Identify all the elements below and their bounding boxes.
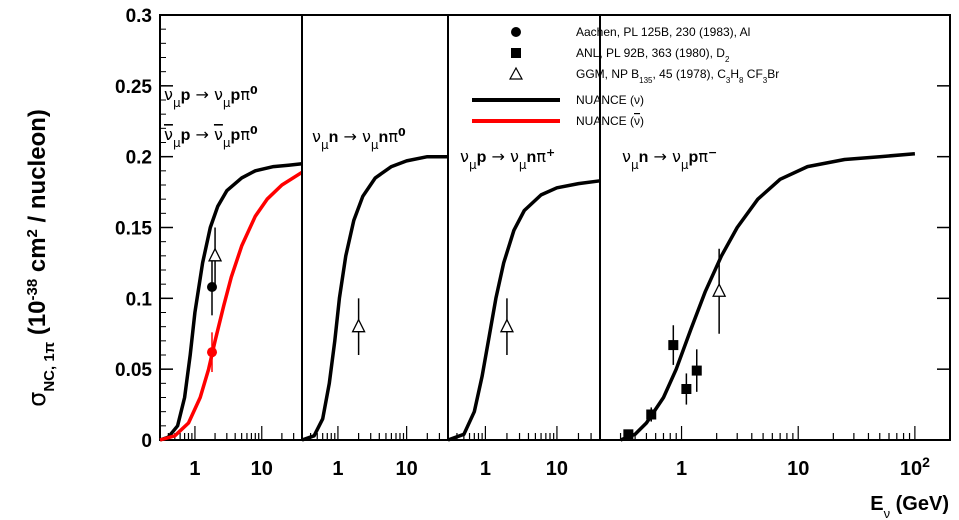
marker-square <box>623 429 634 440</box>
legend-entry: GGM, NP B135, 45 (1978), C3H8 CF3Br <box>508 66 779 85</box>
data-point-aachen <box>207 258 218 316</box>
x-tick-label: 1 <box>332 458 343 480</box>
x-tick-label: 1 <box>189 458 200 480</box>
x-tick-label: 102 <box>900 454 930 480</box>
y-tick-label: 0.15 <box>115 219 152 240</box>
legend-label: NUANCE (ν) <box>576 114 644 128</box>
reaction-label: νμp → νμpπ0 <box>164 124 258 151</box>
marker-circle <box>207 347 218 358</box>
panel-frame <box>301 14 449 441</box>
panel-1: 1 10 <box>159 14 303 480</box>
marker-open-triangle <box>499 318 514 333</box>
curve-nuance-nu <box>619 152 916 442</box>
legend-entry: NUANCE (ν) <box>472 114 644 128</box>
reaction-label: νμp → νμnπ+ <box>460 146 555 173</box>
legend-label: GGM, NP B135, 45 (1978), C3H8 CF3Br <box>576 67 779 85</box>
curve-nuance-nu <box>159 162 303 442</box>
data-point-aachen <box>207 332 218 372</box>
curve-nuance-antinu <box>159 170 303 442</box>
panel-2: 1 10 <box>301 14 449 480</box>
legend: Aachen, PL 125B, 230 (1983), Al ANL, PL 9… <box>472 25 779 128</box>
marker-open-triangle <box>208 247 223 262</box>
y-axis-title: σNC, 1π (10-38 cm2 / nucleon) <box>23 109 58 407</box>
y-tick-label: 0.05 <box>115 360 152 381</box>
data-point-anl <box>691 349 702 392</box>
curve-nuance-nu <box>447 179 601 442</box>
panel-3: 1 10 <box>447 14 601 480</box>
panel-frame <box>159 14 303 441</box>
legend-label: ANL, PL 92B, 363 (1980), D2 <box>576 46 730 64</box>
data-point-anl <box>668 325 679 365</box>
legend-entry: Aachen, PL 125B, 230 (1983), Al <box>511 25 750 39</box>
curve-nuance-nu <box>301 154 448 442</box>
x-tick-label: 10 <box>787 458 809 480</box>
data-point-ggm <box>499 298 514 355</box>
y-tick-label: 0.2 <box>126 148 152 169</box>
data-point-ggm <box>351 298 366 355</box>
legend-marker-square <box>511 48 521 58</box>
marker-square <box>646 409 657 420</box>
x-tick-label: 1 <box>480 458 491 480</box>
marker-square <box>691 365 702 376</box>
y-tick-label: 0.3 <box>126 6 152 27</box>
legend-marker-circle <box>511 27 521 37</box>
x-tick-label: 10 <box>396 458 418 480</box>
y-tick-label: 0 <box>141 431 152 452</box>
legend-label: NUANCE (ν) <box>576 93 644 107</box>
reaction-label: νμn → νμnπ0 <box>312 126 406 153</box>
data-point-anl <box>681 373 692 405</box>
x-tick-label: 10 <box>546 458 568 480</box>
x-tick-label: 10 <box>251 458 273 480</box>
legend-entry: NUANCE (ν) <box>472 93 644 107</box>
panel-4: 1 10 102 <box>599 14 951 480</box>
data-point-anl <box>646 407 657 422</box>
data-point-anl <box>623 429 634 440</box>
marker-square <box>668 340 679 351</box>
reaction-label: νμp → νμpπ0 <box>164 84 258 111</box>
marker-circle <box>207 282 218 292</box>
reaction-label: νμn → νμpπ− <box>622 146 717 173</box>
y-tick-label: 0.1 <box>126 289 153 310</box>
y-tick-label: 0.25 <box>115 77 152 98</box>
marker-square <box>681 384 692 394</box>
marker-open-triangle <box>712 282 727 297</box>
marker-open-triangle <box>351 318 366 333</box>
legend-entry: ANL, PL 92B, 363 (1980), D2 <box>511 46 730 64</box>
x-tick-label: 1 <box>676 458 687 480</box>
x-axis-title: Eν (GeV) <box>870 493 949 520</box>
panel-frame <box>599 14 951 441</box>
y-axis: 0 0.05 0.1 0.15 0.2 0.25 0.3 <box>115 6 950 452</box>
legend-label: Aachen, PL 125B, 230 (1983), Al <box>576 25 750 39</box>
data-point-ggm <box>712 248 727 334</box>
legend-marker-triangle <box>508 66 524 80</box>
data-point-ggm <box>208 227 223 285</box>
